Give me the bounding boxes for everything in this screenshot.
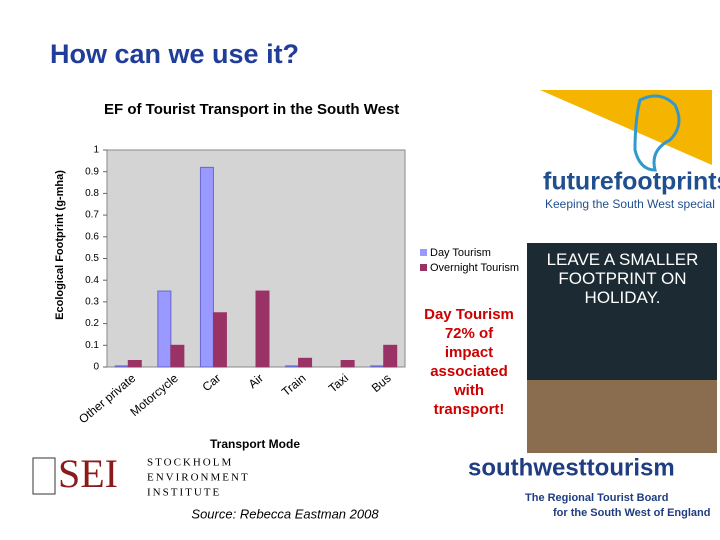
bar [285,365,300,368]
y-tick-label: 0.1 [85,340,99,351]
logo-shape [540,90,712,165]
bar [212,312,227,368]
sei-line: STOCKHOLM [147,457,233,469]
bar [114,365,129,368]
legend-label: Day Tourism [430,247,491,259]
bar [298,357,313,368]
x-tick-label: Taxi [326,371,351,395]
bar [383,344,398,368]
y-tick-label: 0.2 [85,318,99,329]
logo-name: futurefootprints [543,168,720,196]
sei-icon [32,457,56,495]
poster-sand [527,380,717,453]
y-tick-label: 0 [93,362,99,373]
x-tick-label: Car [200,371,224,394]
poster-text: LEAVE A SMALLER FOOTPRINT ON HOLIDAY. [546,250,699,307]
sei-line: ENVIRONMENT [147,472,250,484]
y-tick-label: 0.3 [85,297,99,308]
bar [170,344,185,368]
x-tick-label: Bus [369,371,394,395]
legend-swatch [420,249,427,256]
bar [199,166,214,368]
chart-title: EF of Tourist Transport in the South Wes… [104,101,399,118]
y-axis-label: Ecological Footprint (g-mha) [54,170,66,320]
bar [127,359,142,368]
sw-name: southwesttourism [468,454,675,481]
legend-label: Overnight Tourism [430,262,519,274]
bar [370,365,385,368]
y-tick-label: 0.9 [85,166,99,177]
source: Source: Rebecca Eastman 2008 [191,506,379,521]
logo-tagline: Keeping the South West special [545,197,715,211]
x-tick-label: Motorcycle [127,371,181,419]
bar [340,359,355,368]
sw-line: The Regional Tourist Board [525,492,668,504]
x-tick-label: Air [246,371,266,391]
x-tick-label: Train [279,371,309,399]
y-tick-label: 0.5 [85,253,99,264]
sei-abbr: SEI [58,451,118,496]
slide-title: How can we use it? [50,39,299,69]
sei-line: INSTITUTE [147,487,221,499]
y-tick-label: 1 [93,145,99,156]
y-tick-label: 0.6 [85,231,99,242]
y-tick-label: 0.8 [85,188,99,199]
legend-swatch [420,264,427,271]
y-tick-label: 0.4 [85,275,99,286]
x-axis-label: Transport Mode [210,437,300,451]
y-tick-label: 0.7 [85,210,99,221]
bar [255,290,270,368]
annotation: Day Tourism 72% of impact associated wit… [424,306,514,418]
sw-line: for the South West of England [553,507,710,519]
footprint-icon [633,94,681,172]
x-tick-label: Other private [76,371,138,427]
poster-frame: LEAVE A SMALLER FOOTPRINT ON HOLIDAY. [546,250,699,307]
bar [157,290,172,368]
